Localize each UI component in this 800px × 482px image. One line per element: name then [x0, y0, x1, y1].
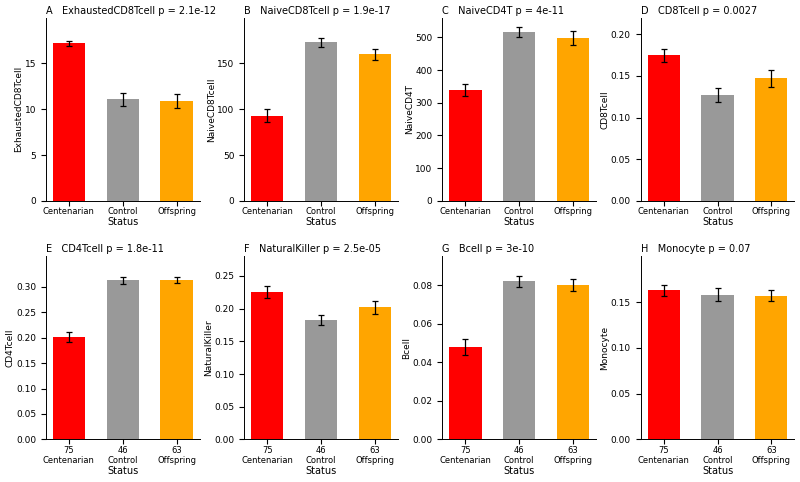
- Text: B   NaiveCD8Tcell p = 1.9e-17: B NaiveCD8Tcell p = 1.9e-17: [244, 6, 390, 15]
- X-axis label: Status: Status: [702, 467, 733, 476]
- Bar: [358, 54, 391, 201]
- Y-axis label: Bcell: Bcell: [402, 337, 411, 359]
- Y-axis label: CD4Tcell: CD4Tcell: [6, 329, 14, 367]
- X-axis label: Status: Status: [504, 217, 535, 228]
- Bar: [503, 281, 535, 440]
- Text: F   NaturalKiller p = 2.5e-05: F NaturalKiller p = 2.5e-05: [244, 244, 381, 254]
- Bar: [53, 336, 85, 440]
- Bar: [557, 285, 589, 440]
- Bar: [106, 99, 139, 201]
- Y-axis label: Monocyte: Monocyte: [600, 326, 610, 370]
- Text: E   CD4Tcell p = 1.8e-11: E CD4Tcell p = 1.8e-11: [46, 244, 164, 254]
- Text: D   CD8Tcell p = 0.0027: D CD8Tcell p = 0.0027: [641, 6, 757, 15]
- X-axis label: Status: Status: [107, 467, 138, 476]
- Bar: [160, 101, 193, 201]
- Bar: [160, 280, 193, 440]
- X-axis label: Status: Status: [306, 217, 337, 228]
- Bar: [647, 290, 680, 440]
- Y-axis label: NaiveCD8Tcell: NaiveCD8Tcell: [206, 77, 216, 142]
- Bar: [557, 38, 589, 201]
- Bar: [106, 280, 139, 440]
- Bar: [647, 55, 680, 201]
- Bar: [251, 292, 283, 440]
- Bar: [503, 32, 535, 201]
- Y-axis label: NaiveCD4T: NaiveCD4T: [405, 84, 414, 134]
- Bar: [53, 43, 85, 201]
- Y-axis label: NaturalKiller: NaturalKiller: [204, 320, 213, 376]
- Bar: [305, 320, 337, 440]
- Bar: [755, 295, 787, 440]
- Bar: [702, 295, 734, 440]
- Text: H   Monocyte p = 0.07: H Monocyte p = 0.07: [641, 244, 750, 254]
- Text: A   ExhaustedCD8Tcell p = 2.1e-12: A ExhaustedCD8Tcell p = 2.1e-12: [46, 6, 216, 15]
- X-axis label: Status: Status: [107, 217, 138, 228]
- Y-axis label: ExhaustedCD8Tcell: ExhaustedCD8Tcell: [14, 66, 23, 152]
- Bar: [305, 42, 337, 201]
- Bar: [251, 116, 283, 201]
- Bar: [450, 347, 482, 440]
- Bar: [702, 95, 734, 201]
- Y-axis label: CD8Tcell: CD8Tcell: [600, 90, 610, 129]
- X-axis label: Status: Status: [504, 467, 535, 476]
- Bar: [450, 90, 482, 201]
- Bar: [358, 308, 391, 440]
- X-axis label: Status: Status: [702, 217, 733, 228]
- X-axis label: Status: Status: [306, 467, 337, 476]
- Text: G   Bcell p = 3e-10: G Bcell p = 3e-10: [442, 244, 534, 254]
- Text: C   NaiveCD4T p = 4e-11: C NaiveCD4T p = 4e-11: [442, 6, 564, 15]
- Bar: [755, 79, 787, 201]
